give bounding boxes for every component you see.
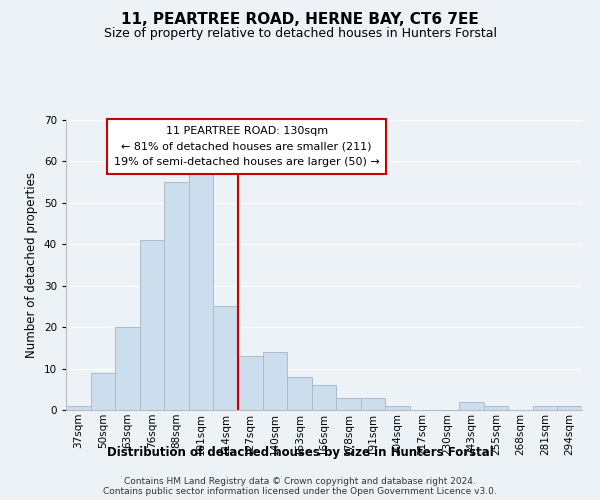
Bar <box>484 406 508 410</box>
Bar <box>164 182 189 410</box>
Y-axis label: Number of detached properties: Number of detached properties <box>25 172 38 358</box>
Bar <box>312 385 336 410</box>
Bar <box>336 398 361 410</box>
Bar <box>557 406 582 410</box>
Text: Distribution of detached houses by size in Hunters Forstal: Distribution of detached houses by size … <box>107 446 493 459</box>
Bar <box>66 406 91 410</box>
Text: Size of property relative to detached houses in Hunters Forstal: Size of property relative to detached ho… <box>104 28 497 40</box>
Bar <box>533 406 557 410</box>
Bar <box>361 398 385 410</box>
Text: 11 PEARTREE ROAD: 130sqm
← 81% of detached houses are smaller (211)
19% of semi-: 11 PEARTREE ROAD: 130sqm ← 81% of detach… <box>114 126 379 167</box>
Bar <box>91 372 115 410</box>
Bar <box>115 327 140 410</box>
Bar <box>214 306 238 410</box>
Text: Contains HM Land Registry data © Crown copyright and database right 2024.: Contains HM Land Registry data © Crown c… <box>124 476 476 486</box>
Text: Contains public sector information licensed under the Open Government Licence v3: Contains public sector information licen… <box>103 486 497 496</box>
Bar <box>385 406 410 410</box>
Bar <box>189 170 214 410</box>
Bar <box>238 356 263 410</box>
Bar <box>287 377 312 410</box>
Text: 11, PEARTREE ROAD, HERNE BAY, CT6 7EE: 11, PEARTREE ROAD, HERNE BAY, CT6 7EE <box>121 12 479 28</box>
Bar <box>140 240 164 410</box>
Bar <box>459 402 484 410</box>
Bar <box>263 352 287 410</box>
